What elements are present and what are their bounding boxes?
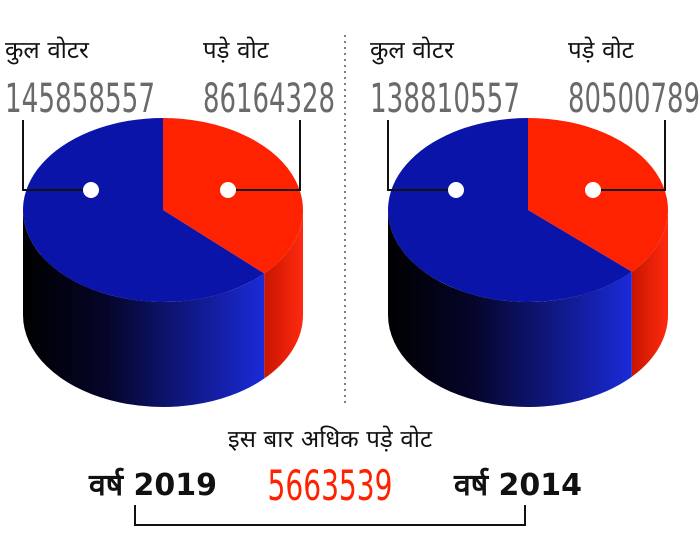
leader-line — [387, 120, 456, 191]
value-label: 80500789 — [568, 76, 700, 122]
annotation-text: इस बार अधिक पड़े वोट — [228, 425, 433, 453]
pie-title: वर्ष 2019 — [88, 467, 217, 503]
value-label: 86164328 — [203, 76, 335, 122]
marker-dot — [448, 182, 464, 198]
legend-label: पड़े वोट — [568, 36, 635, 64]
legend-label: कुल वोटर — [370, 36, 455, 65]
legend-label: कुल वोटर — [5, 36, 90, 65]
value-label: 145858557 — [5, 76, 155, 122]
pie-side — [631, 210, 668, 377]
marker-dot — [585, 182, 601, 198]
leader-line — [228, 120, 301, 191]
pie-side — [23, 210, 265, 408]
pie-slice — [22, 118, 265, 303]
annotation-value: 5663539 — [268, 461, 393, 510]
leader-line — [22, 120, 91, 191]
value-label: 138810557 — [370, 76, 520, 122]
pie-title: वर्ष 2014 — [453, 467, 582, 503]
marker-dot — [83, 182, 99, 198]
leader-line — [593, 120, 666, 191]
pie-side — [264, 210, 303, 379]
marker-dot — [220, 182, 236, 198]
legend-label: पड़े वोट — [203, 36, 270, 64]
pie-slice — [387, 118, 632, 302]
bracket — [134, 505, 526, 526]
pie-side — [388, 210, 632, 407]
